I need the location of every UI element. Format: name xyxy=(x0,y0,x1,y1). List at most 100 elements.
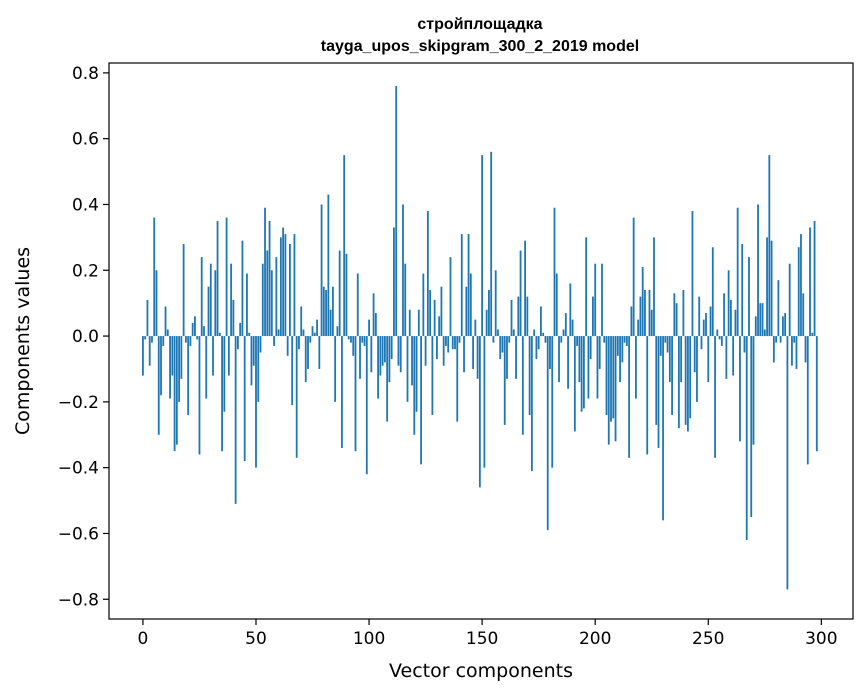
bar-247 xyxy=(700,336,703,350)
bar-168 xyxy=(521,336,524,435)
bar-190 xyxy=(571,319,574,337)
bar-84 xyxy=(331,286,334,337)
bar-111 xyxy=(393,227,395,337)
bar-59 xyxy=(275,257,278,337)
bar-141 xyxy=(460,234,463,337)
bar-246 xyxy=(698,296,701,337)
bar-229 xyxy=(659,336,662,356)
bar-197 xyxy=(587,336,590,399)
bar-227 xyxy=(655,336,658,425)
bar-103 xyxy=(374,313,377,337)
bar-178 xyxy=(544,336,547,343)
bar-108 xyxy=(386,336,389,422)
bar-60 xyxy=(277,329,280,337)
bar-237 xyxy=(677,336,680,429)
bar-248 xyxy=(702,319,705,337)
bar-287 xyxy=(791,336,793,366)
bar-123 xyxy=(420,336,422,465)
bar-257 xyxy=(723,293,726,337)
bar-265 xyxy=(741,243,744,337)
bar-102 xyxy=(372,293,375,337)
bar-126 xyxy=(426,211,429,337)
bar-182 xyxy=(553,207,556,337)
bars-group xyxy=(142,86,818,590)
bar-90 xyxy=(345,253,348,337)
bar-63 xyxy=(284,234,287,337)
bar-177 xyxy=(542,332,545,337)
bar-232 xyxy=(666,336,669,353)
bar-224 xyxy=(648,290,651,337)
y-tick-label: −0.8 xyxy=(58,590,99,610)
bar-207 xyxy=(610,336,612,422)
bar-262 xyxy=(734,309,737,337)
bar-191 xyxy=(573,336,576,432)
bar-236 xyxy=(675,303,678,337)
bar-27 xyxy=(203,326,205,337)
bar-202 xyxy=(598,336,601,369)
bar-83 xyxy=(329,309,332,337)
bar-121 xyxy=(415,336,418,412)
bar-194 xyxy=(580,336,583,412)
bar-296 xyxy=(811,332,814,337)
bar-231 xyxy=(664,336,667,343)
bar-89 xyxy=(343,155,346,337)
bar-54 xyxy=(264,207,266,337)
bar-284 xyxy=(784,313,787,337)
bar-16 xyxy=(178,336,181,402)
bar-138 xyxy=(454,336,456,350)
bar-131 xyxy=(438,316,441,337)
bar-93 xyxy=(352,336,355,356)
bar-15 xyxy=(175,336,178,445)
bar-122 xyxy=(417,309,420,337)
bar-220 xyxy=(639,296,642,337)
bar-20 xyxy=(187,336,190,416)
bar-288 xyxy=(793,336,796,343)
bar-160 xyxy=(503,336,506,425)
bar-210 xyxy=(616,336,619,356)
y-tick-label: −0.6 xyxy=(58,524,99,544)
bar-195 xyxy=(582,336,585,409)
bar-73 xyxy=(307,336,309,369)
bar-113 xyxy=(397,336,400,366)
bar-33 xyxy=(216,220,219,337)
bar-291 xyxy=(800,234,802,337)
bar-170 xyxy=(526,296,529,337)
bar-56 xyxy=(268,220,271,337)
bar-214 xyxy=(625,336,628,346)
bar-99 xyxy=(365,336,368,475)
bar-14 xyxy=(173,336,176,452)
bar-215 xyxy=(628,336,631,458)
bar-173 xyxy=(533,329,536,337)
bar-209 xyxy=(614,336,617,442)
bar-147 xyxy=(474,319,477,337)
x-tick-label: 150 xyxy=(466,629,498,649)
bar-165 xyxy=(515,336,517,379)
bar-79 xyxy=(320,204,323,337)
bar-212 xyxy=(621,336,624,363)
bar-48 xyxy=(250,336,253,386)
bar-276 xyxy=(766,237,768,337)
x-tick-label: 300 xyxy=(805,629,837,649)
bar-13 xyxy=(171,336,174,376)
bar-39 xyxy=(230,263,233,337)
bar-133 xyxy=(442,336,445,366)
bar-12 xyxy=(169,336,171,399)
bar-58 xyxy=(273,336,275,346)
bar-11 xyxy=(166,329,169,337)
bar-72 xyxy=(304,336,307,383)
bar-241 xyxy=(687,336,689,432)
bar-67 xyxy=(293,234,296,337)
bar-200 xyxy=(594,263,597,337)
bar-156 xyxy=(494,270,497,337)
bar-235 xyxy=(673,293,676,337)
y-tick-label: 0.2 xyxy=(72,261,99,281)
bar-208 xyxy=(612,336,615,419)
bar-153 xyxy=(488,290,490,337)
bar-4 xyxy=(151,336,153,343)
bar-115 xyxy=(402,204,404,337)
bar-266 xyxy=(743,336,746,353)
bar-290 xyxy=(797,247,800,337)
x-tick-label: 200 xyxy=(579,629,611,649)
bar-105 xyxy=(379,336,382,376)
